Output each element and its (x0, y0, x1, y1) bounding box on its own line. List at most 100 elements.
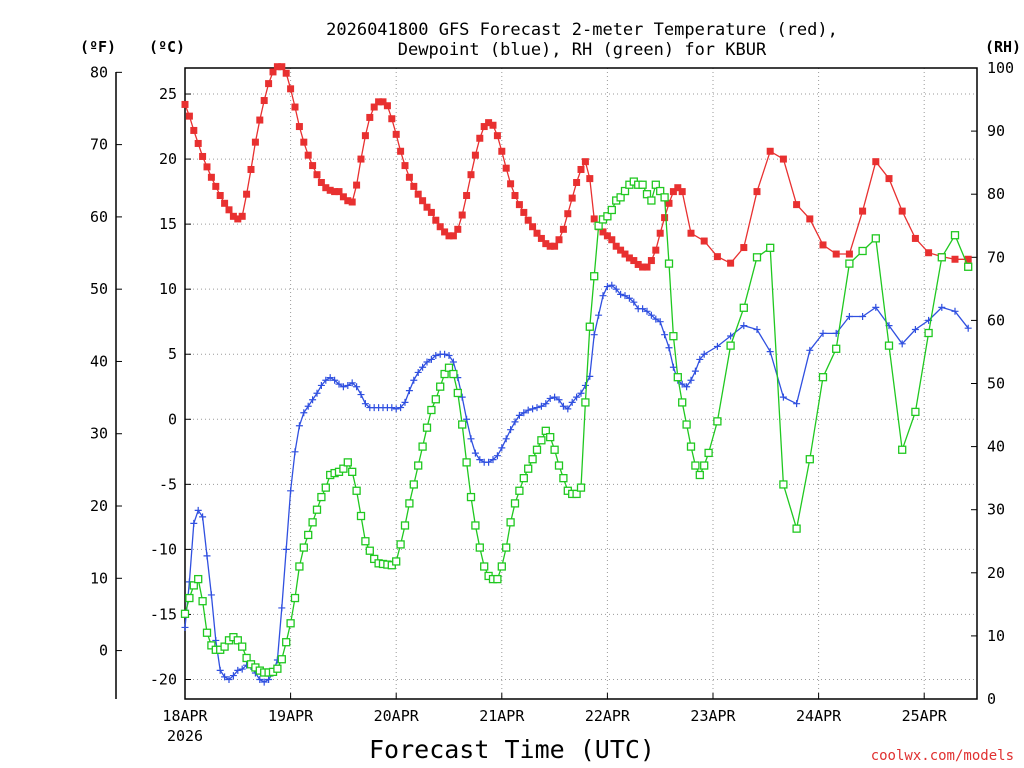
rh-point (466, 492, 476, 502)
temperature-point (212, 182, 220, 190)
temperature-point (243, 190, 251, 198)
celsius-unit-label: (ºC) (149, 38, 185, 56)
rh-point (682, 420, 691, 429)
fahrenheit-tick-label: 40 (90, 352, 108, 370)
rh-point (286, 619, 295, 628)
chart-title-line-1: 2026041800 GFS Forecast 2-meter Temperat… (326, 20, 838, 40)
temperature-point (608, 236, 616, 244)
temperature-line (184, 66, 969, 268)
dewpoint-point (313, 389, 321, 397)
dewpoint-point (564, 405, 572, 413)
x-tick-label: 19APR (268, 707, 314, 725)
rh-point (282, 638, 291, 647)
dewpoint-point (630, 298, 638, 306)
temperature-point (643, 263, 651, 271)
dewpoint-point (326, 374, 334, 382)
temperature-point (630, 257, 638, 265)
x-tick-label: 21APR (479, 707, 525, 725)
dewpoint-point (295, 422, 303, 430)
temperature-point (612, 242, 620, 250)
rh-point (620, 186, 630, 196)
dewpoint-point (317, 381, 325, 389)
rh-point (937, 253, 946, 262)
dewpoint-point (260, 678, 268, 686)
dewpoint-point (414, 368, 422, 376)
temperature-point (458, 211, 466, 219)
rh-point (818, 373, 828, 382)
temperature-point (898, 207, 906, 215)
temperature-point (507, 180, 515, 188)
temperature-point (546, 242, 554, 250)
rh-point (220, 642, 229, 651)
dewpoint-point (643, 307, 651, 315)
dewpoint-point (511, 418, 519, 426)
fahrenheit-tick-label: 30 (90, 425, 108, 443)
rh-point (792, 524, 801, 533)
dewpoint-point (577, 389, 585, 397)
dewpoint-point (278, 604, 286, 612)
temperature-point (185, 112, 193, 120)
dewpoint-point (911, 326, 919, 334)
rh-point (603, 212, 612, 221)
celsius-tick-label: -10 (150, 540, 177, 558)
temperature-point (388, 115, 396, 123)
temperature-point (339, 193, 347, 201)
dewpoint-point (515, 411, 523, 419)
rh-point (273, 664, 282, 673)
rh-point (678, 398, 687, 407)
temperature-point (313, 171, 321, 179)
temperature-point (964, 255, 972, 263)
rh-point (405, 499, 414, 508)
rh-point (638, 180, 647, 189)
rh-point (911, 407, 920, 417)
temperature-point (383, 102, 391, 110)
rh-point (779, 480, 788, 489)
rh-point (590, 272, 599, 281)
dewpoint-point (590, 331, 598, 339)
temperature-point (199, 152, 207, 160)
rh-point (493, 574, 502, 584)
rh-point (576, 483, 586, 492)
dewpoint-point (691, 367, 699, 375)
rh-point (515, 486, 524, 495)
temperature-point (647, 257, 655, 265)
dewpoint-point (872, 303, 880, 311)
rh-point (480, 562, 489, 571)
temperature-point (669, 188, 677, 196)
rh-point (669, 332, 678, 341)
temperature-point (793, 201, 801, 209)
rh-point (519, 473, 528, 483)
dewpoint-point (309, 396, 317, 404)
dewpoint-point (581, 381, 589, 389)
temperature-point (344, 197, 352, 205)
temperature-point (282, 69, 290, 77)
rh-tick-label: 90 (987, 122, 1005, 140)
dewpoint-point (520, 409, 528, 417)
rh-point (422, 423, 432, 432)
temperature-point (687, 229, 695, 237)
dewpoint-point (221, 673, 229, 681)
rh-point (233, 636, 242, 645)
dewpoint-point (859, 312, 867, 320)
rh-point (510, 499, 520, 508)
rh-point (506, 518, 515, 527)
temperature-point (419, 197, 427, 205)
temperature-point (766, 147, 774, 155)
rh-point (651, 180, 660, 189)
rh-point (431, 395, 440, 404)
credit-label: coolwx.com/models (871, 748, 1014, 764)
temperature-series (181, 63, 972, 271)
dewpoint-point (898, 340, 906, 348)
rh-point (440, 369, 449, 379)
rh-point (572, 489, 581, 499)
rh-point (242, 653, 251, 663)
temperature-point (599, 228, 607, 236)
dewpoint-point (344, 381, 352, 389)
temperature-point (454, 225, 462, 233)
temperature-point (348, 198, 356, 206)
temperature-point (621, 250, 629, 258)
dewpoint-point (524, 406, 532, 414)
temperature-point (515, 201, 523, 209)
temperature-point (441, 228, 449, 236)
dewpoint-point (361, 400, 369, 408)
